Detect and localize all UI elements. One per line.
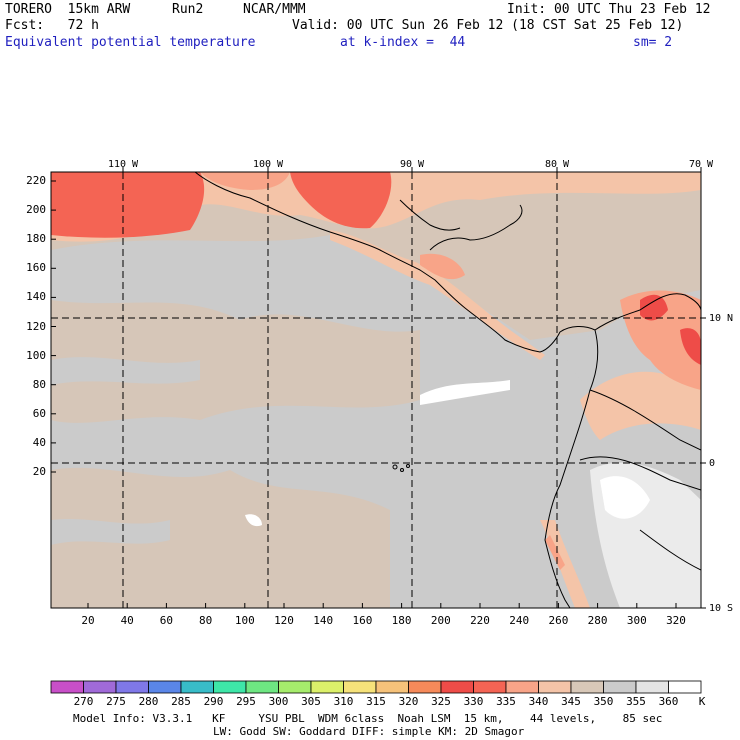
x-tick-label: 60 [159,614,174,627]
y-tick-label: 20 [32,465,46,478]
x-tick-label: 80 [198,614,213,627]
colorbar-label: 275 [106,695,126,708]
lat-label: 10 S [709,603,734,614]
lon-label: 80 W [544,159,570,170]
colorbar-swatch [668,680,702,694]
field-shading [51,172,701,608]
lat-label: 0 [709,458,716,469]
colorbar-label: 330 [463,695,484,708]
plot-frame [50,171,702,609]
model-info-line2: LW: Godd SW: Goddard DIFF: simple KM: 2D… [213,725,525,738]
colorbar-swatch [278,680,312,694]
latlon-grid [51,172,701,608]
x-tick-label: 140 [313,614,334,627]
x-tick-label: 260 [548,614,569,627]
colorbar-label: 355 [626,695,646,708]
colorbar-swatch [245,680,279,694]
model-name: TORERO 15km ARW [5,2,131,17]
colorbar-swatch [635,680,669,694]
lon-label: 90 W [399,159,425,170]
y-tick-label: 140 [26,290,46,304]
colorbar-swatch [115,680,149,694]
x-tick-label: 300 [626,614,647,627]
colorbar-swatch [148,680,182,694]
colorbar-swatch [83,680,117,694]
x-tick-label: 320 [666,614,686,627]
colorbar [50,680,702,694]
lon-label: 70 W [688,159,714,170]
x-tick-label: 240 [509,614,530,627]
lon-label: 110 W [107,159,139,170]
colorbar-label: 350 [593,695,614,708]
level-label: at k-index = 44 [340,35,466,50]
x-tick-label: 180 [391,614,412,627]
lon-label: 100 W [252,159,284,170]
y-tick-label: 80 [32,377,46,391]
colorbar-swatch [603,680,637,694]
y-tick-label: 160 [26,261,46,275]
colorbar-label: 360 [658,695,679,708]
colorbar-label: 315 [366,695,386,708]
y-tick-label: 120 [26,319,46,333]
model-info-line1: Model Info: V3.3.1 KF YSU PBL WDM 6class… [73,712,663,725]
colorbar-swatch [50,680,84,694]
y-tick-label: 220 [26,174,46,187]
x-tick-label: 120 [274,614,294,627]
colorbar-swatch [343,680,377,694]
colorbar-label: 295 [236,695,256,708]
x-tick-label: 280 [587,614,608,627]
lat-label: 10 N [709,313,734,324]
colorbar-swatch [538,680,572,694]
colorbar-label: 325 [431,695,451,708]
colorbar-label: 290 [203,695,224,708]
y-tick-label: 200 [26,203,46,217]
x-tick-label: 40 [120,614,134,627]
x-tick-label: 100 [234,614,255,627]
colorbar-label: 270 [73,695,94,708]
y-tick-label: 60 [32,406,46,420]
org-label: NCAR/MMM [243,2,306,17]
y-tick-label: 40 [32,435,46,449]
colorbar-swatch [180,680,214,694]
x-tick-label: 220 [470,614,490,627]
coastlines [194,172,701,608]
forecast-hour: Fcst: 72 h [5,18,99,33]
colorbar-label: 285 [171,695,191,708]
init-time: Init: 00 UTC Thu 23 Feb 12 [507,2,711,17]
field-title: Equivalent potential temperature [5,35,256,50]
colorbar-label: 280 [138,695,159,708]
colorbar-label: 310 [333,695,354,708]
colorbar-swatch [408,680,442,694]
y-tick-label: 100 [26,348,46,362]
y-tick-label: 180 [26,232,46,246]
colorbar-swatch [310,680,344,694]
x-tick-label: 20 [81,614,95,627]
colorbar-label: 300 [268,695,289,708]
colorbar-unit: K [698,695,706,708]
colorbar-label: 335 [496,695,516,708]
x-tick-label: 200 [430,614,451,627]
colorbar-label: 340 [528,695,549,708]
run-label: Run2 [172,2,204,17]
colorbar-swatch [570,680,604,694]
colorbar-label: 345 [561,695,581,708]
smooth-label: sm= 2 [633,35,673,50]
colorbar-swatch [213,680,247,694]
valid-time: Valid: 00 UTC Sun 26 Feb 12 (18 CST Sat … [292,18,684,33]
colorbar-swatch [440,680,474,694]
colorbar-swatch [505,680,539,694]
x-tick-label: 160 [352,614,373,627]
colorbar-swatch [473,680,507,694]
colorbar-swatch [375,680,409,694]
colorbar-label: 320 [398,695,419,708]
colorbar-label: 305 [301,695,321,708]
axis-ticks [51,167,706,609]
